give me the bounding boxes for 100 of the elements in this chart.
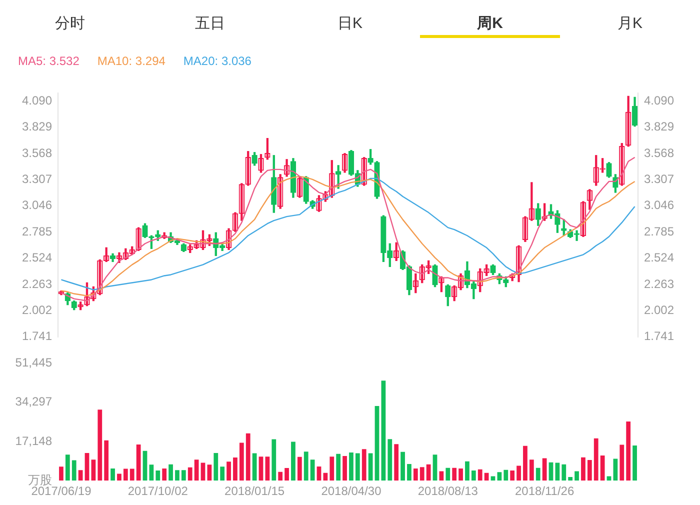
bar bbox=[214, 452, 218, 481]
text: 五日 bbox=[195, 15, 225, 32]
bar bbox=[175, 470, 180, 481]
bar bbox=[310, 460, 315, 481]
y2-tick-label: 2.785 bbox=[644, 224, 674, 238]
bar bbox=[98, 410, 102, 481]
x-tick-label: 2018/04/30 bbox=[321, 484, 382, 498]
bar bbox=[142, 450, 148, 481]
bar bbox=[620, 444, 624, 481]
bar bbox=[291, 442, 296, 481]
bar bbox=[136, 444, 141, 481]
bar bbox=[355, 453, 360, 481]
bar bbox=[374, 406, 380, 481]
bar bbox=[600, 456, 605, 481]
bar bbox=[426, 464, 431, 481]
bar bbox=[246, 433, 250, 481]
bar bbox=[297, 456, 302, 481]
bar bbox=[439, 471, 444, 481]
y2-tick-label: 3.046 bbox=[644, 198, 674, 212]
bar bbox=[265, 456, 270, 481]
bar bbox=[542, 458, 547, 481]
bar bbox=[400, 452, 405, 481]
y-tick-label: 3.829 bbox=[22, 120, 52, 134]
y2-tick-label: 2.002 bbox=[644, 302, 674, 317]
bar bbox=[117, 474, 122, 481]
bar bbox=[523, 446, 528, 481]
text: 日K bbox=[337, 15, 362, 32]
bar bbox=[626, 421, 631, 481]
x-tick-label: 2017/06/19 bbox=[31, 484, 92, 498]
bar bbox=[581, 457, 586, 481]
x-tick-label: 2018/08/13 bbox=[418, 484, 478, 498]
bar bbox=[110, 468, 115, 481]
y-tick-label: 2.002 bbox=[22, 302, 52, 317]
bar bbox=[149, 464, 154, 481]
y-tick-label: 1.741 bbox=[22, 329, 52, 344]
y-tick-label: 2.524 bbox=[22, 250, 52, 265]
bar bbox=[258, 456, 264, 481]
bar bbox=[168, 464, 173, 481]
bar bbox=[452, 468, 457, 481]
bar bbox=[65, 454, 70, 481]
y2-tick-label: 2.263 bbox=[644, 276, 674, 291]
bar bbox=[574, 471, 579, 481]
bar bbox=[78, 470, 83, 481]
bar bbox=[72, 460, 76, 481]
bar bbox=[181, 470, 186, 481]
bar bbox=[555, 462, 560, 481]
bar bbox=[394, 444, 399, 481]
y2-tick-label: 3.829 bbox=[644, 120, 674, 134]
bar bbox=[130, 468, 134, 481]
x-tick-label: 2017/10/02 bbox=[128, 484, 188, 498]
y-tick-label: 3.568 bbox=[22, 146, 52, 160]
bar bbox=[233, 458, 238, 481]
bar bbox=[594, 438, 598, 481]
bar bbox=[123, 468, 128, 481]
bar bbox=[510, 470, 515, 481]
y-tick-label: 4.090 bbox=[22, 94, 52, 108]
bar bbox=[239, 442, 244, 481]
y-tick-label: 2.785 bbox=[22, 224, 52, 238]
bar bbox=[188, 467, 192, 481]
y-tick-label: 2.263 bbox=[22, 276, 52, 291]
y2-tick-label: 1.741 bbox=[644, 329, 674, 344]
bar bbox=[432, 454, 438, 481]
y-tick-label: 34,297 bbox=[15, 394, 52, 409]
y2-tick-label: 4.090 bbox=[644, 94, 674, 108]
bar bbox=[562, 464, 566, 481]
bar bbox=[420, 467, 424, 481]
bar bbox=[156, 470, 160, 481]
y2-tick-label: 2.524 bbox=[644, 250, 674, 265]
bar bbox=[613, 458, 618, 481]
bar bbox=[587, 460, 592, 481]
y-tick-label: 17,148 bbox=[15, 434, 52, 448]
bar bbox=[272, 439, 276, 481]
bar bbox=[207, 464, 212, 481]
bar bbox=[465, 461, 470, 481]
bar bbox=[200, 462, 206, 481]
bar bbox=[220, 466, 225, 481]
bar bbox=[516, 466, 521, 481]
bar bbox=[632, 445, 637, 481]
bar bbox=[278, 472, 283, 481]
bar bbox=[252, 453, 257, 481]
bar bbox=[368, 453, 373, 481]
bar bbox=[407, 464, 412, 481]
bar bbox=[548, 462, 554, 481]
bar bbox=[91, 460, 96, 481]
text: MA5: 3.532 bbox=[18, 54, 80, 68]
x-tick-label: 2018/11/26 bbox=[514, 484, 574, 498]
bar bbox=[104, 440, 109, 481]
text: MA20: 3.036 bbox=[183, 54, 252, 68]
bar bbox=[316, 466, 322, 481]
x-tick-label: 2018/01/15 bbox=[224, 484, 285, 498]
y2-tick-label: 3.568 bbox=[644, 146, 674, 160]
bar bbox=[284, 468, 289, 481]
bar bbox=[497, 472, 502, 481]
bar bbox=[226, 462, 231, 481]
bar bbox=[194, 460, 199, 481]
y-tick-label: 万股 bbox=[28, 472, 52, 487]
text: 月K bbox=[617, 15, 642, 32]
bar bbox=[162, 468, 167, 481]
bar bbox=[84, 452, 90, 481]
text: MA10: 3.294 bbox=[97, 54, 166, 68]
